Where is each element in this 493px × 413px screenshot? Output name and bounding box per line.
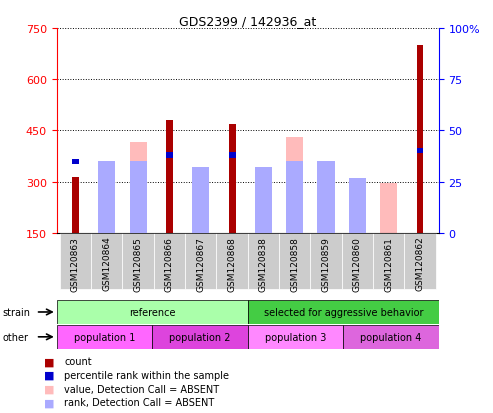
Bar [343,325,439,349]
Text: ■: ■ [44,397,55,407]
Bar [229,153,236,158]
Bar [185,233,216,289]
Bar [349,211,366,233]
Bar [166,121,173,233]
Bar [255,172,272,233]
Bar [91,233,122,289]
Bar [342,233,373,289]
Bar [98,173,115,233]
Bar [57,325,152,349]
Text: population 3: population 3 [265,332,326,342]
Bar [317,173,335,233]
Text: GSM120867: GSM120867 [196,236,205,291]
Bar [72,177,79,233]
Bar [373,233,404,289]
Bar [60,233,91,289]
Text: GSM120862: GSM120862 [416,236,424,291]
Text: GSM120864: GSM120864 [103,236,111,291]
Bar [311,233,342,289]
Bar [166,153,173,158]
Text: population 1: population 1 [74,332,135,342]
Text: GSM120838: GSM120838 [259,236,268,291]
Bar [192,172,210,233]
Bar [130,143,147,233]
Bar [98,162,115,233]
Bar [255,168,272,233]
Text: GSM120863: GSM120863 [71,236,80,291]
Text: strain: strain [2,307,31,317]
Text: reference: reference [129,307,176,317]
Bar [154,233,185,289]
Text: ■: ■ [44,356,55,366]
Text: selected for aggressive behavior: selected for aggressive behavior [263,307,423,317]
Text: ■: ■ [44,384,55,394]
Bar [72,159,79,164]
Text: percentile rank within the sample: percentile rank within the sample [64,370,229,380]
Title: GDS2399 / 142936_at: GDS2399 / 142936_at [179,15,317,28]
Bar [192,168,210,233]
Text: GSM120865: GSM120865 [134,236,142,291]
Bar [57,300,247,324]
Text: rank, Detection Call = ABSENT: rank, Detection Call = ABSENT [64,397,214,407]
Text: other: other [2,332,29,342]
Text: GSM120866: GSM120866 [165,236,174,291]
Bar [247,325,343,349]
Bar [216,233,248,289]
Bar [286,162,303,233]
Text: population 4: population 4 [360,332,422,342]
Text: GSM120868: GSM120868 [228,236,237,291]
Text: ■: ■ [44,370,55,380]
Bar [404,233,436,289]
Bar [247,300,439,324]
Text: population 2: population 2 [169,332,231,342]
Bar [417,46,423,233]
Bar [380,184,397,233]
Bar [248,233,279,289]
Bar [286,138,303,233]
Text: value, Detection Call = ABSENT: value, Detection Call = ABSENT [64,384,219,394]
Bar [130,162,147,233]
Text: GSM120860: GSM120860 [353,236,362,291]
Text: GSM120858: GSM120858 [290,236,299,291]
Bar [317,162,335,233]
Bar [152,325,248,349]
Text: count: count [64,356,92,366]
Text: GSM120859: GSM120859 [321,236,330,291]
Bar [122,233,154,289]
Bar [279,233,311,289]
Text: GSM120861: GSM120861 [384,236,393,291]
Bar [229,124,236,233]
Bar [417,149,423,154]
Bar [349,178,366,233]
